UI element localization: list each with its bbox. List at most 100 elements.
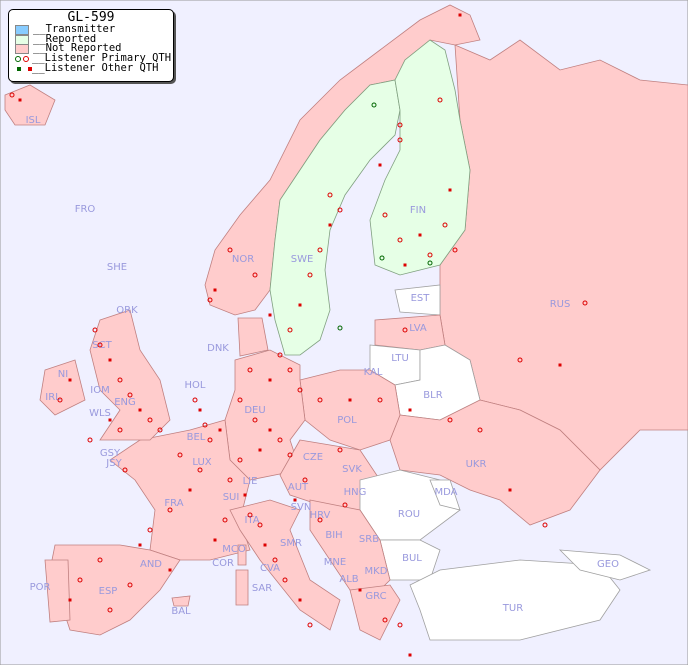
country-label-swe: SWE bbox=[291, 254, 314, 265]
listener-primary-qth-marker bbox=[397, 122, 403, 128]
listener-primary-qth-marker bbox=[377, 397, 383, 403]
listener-other-qth-marker bbox=[448, 188, 452, 192]
listener-primary-qth-marker bbox=[92, 327, 98, 333]
country-label-esp: ESP bbox=[99, 586, 118, 597]
listener-other-qth-marker bbox=[348, 398, 352, 402]
listener-primary-qth-marker bbox=[127, 392, 133, 398]
country-label-blr: BLR bbox=[423, 390, 442, 401]
country-label-lie: LIE bbox=[243, 476, 258, 487]
country-label-irl: IRL bbox=[45, 392, 61, 403]
listener-primary-qth-marker bbox=[317, 517, 323, 523]
listener-primary-qth-marker bbox=[87, 437, 93, 443]
country-ita bbox=[229, 499, 341, 631]
country-gbr bbox=[89, 309, 171, 441]
listener-primary-qth-marker bbox=[222, 517, 228, 523]
country-label-mco: MCO bbox=[222, 544, 246, 555]
country-label-dnk: DNK bbox=[207, 343, 229, 354]
legend-title: GL-599 bbox=[67, 10, 115, 25]
listener-primary-qth-marker bbox=[147, 527, 153, 533]
listener-primary-qth-marker bbox=[337, 447, 343, 453]
country-label-isl: ISL bbox=[26, 115, 41, 126]
country-label-bih: BIH bbox=[325, 530, 342, 541]
listener-primary-qth-marker bbox=[237, 397, 243, 403]
listener-primary-qth-marker bbox=[272, 557, 278, 563]
listener-primary-qth-marker bbox=[337, 207, 343, 213]
country-label-grc: GRC bbox=[365, 591, 386, 602]
listener-primary-qth-marker bbox=[307, 622, 313, 628]
legend-reported: __Reported bbox=[9, 33, 173, 45]
country-label-srb: SRB bbox=[359, 534, 379, 545]
legend-label: __Not Reported bbox=[33, 42, 122, 55]
listener-other-qth-marker bbox=[213, 538, 217, 542]
listener-primary-qth-marker bbox=[427, 252, 433, 258]
listener-primary-qth-marker bbox=[447, 417, 453, 423]
listener-other-qth-marker bbox=[268, 428, 272, 432]
country-label-eng: ENG bbox=[114, 397, 136, 408]
country-label-bal: BAL bbox=[171, 606, 191, 617]
listener-other-qth-marker bbox=[243, 493, 247, 497]
listener-primary-qth-marker bbox=[117, 427, 123, 433]
country-ukr bbox=[389, 399, 601, 526]
country-label-hrv: HRV bbox=[310, 510, 331, 521]
country-label-mda: MDA bbox=[435, 487, 458, 498]
listener-primary-qth-marker bbox=[342, 502, 348, 508]
country-label-cze: CZE bbox=[303, 452, 323, 463]
country-label-rou: ROU bbox=[398, 509, 420, 520]
country-label-deu: DEU bbox=[244, 405, 265, 416]
listener-primary-qth-marker bbox=[227, 247, 233, 253]
country-isl bbox=[4, 84, 56, 126]
listener-other-qth-marker bbox=[358, 588, 362, 592]
legend-transmitter: __Transmitter bbox=[9, 24, 173, 35]
country-label-svn: SVN bbox=[291, 502, 312, 513]
country-label-hol: HOL bbox=[185, 380, 206, 391]
country-label-est: EST bbox=[411, 293, 431, 304]
legend-label: __Listener Primary QTH bbox=[32, 52, 172, 65]
listener-primary-qth-marker bbox=[307, 272, 313, 278]
listener-primary-qth-marker bbox=[207, 297, 213, 303]
listener-primary-qth-marker-reported bbox=[371, 102, 377, 108]
not-reported-swatch bbox=[15, 44, 29, 55]
country-label-iom: IOM bbox=[90, 385, 109, 396]
listener-primary-qth-marker bbox=[287, 367, 293, 373]
listener-other-qth-marker bbox=[293, 498, 297, 502]
country-por bbox=[44, 559, 71, 623]
country-irl bbox=[39, 359, 86, 416]
listener-other-qth-marker bbox=[328, 223, 332, 227]
country-label-nor: NOR bbox=[232, 254, 254, 265]
country-label-mne: MNE bbox=[324, 557, 346, 568]
country-label-gsy: GSY bbox=[100, 448, 121, 459]
listener-other-qth-marker bbox=[408, 408, 412, 412]
listener-primary-qth-marker bbox=[437, 97, 443, 103]
listener-primary-qth-marker bbox=[302, 477, 308, 483]
legend-not-reported: __Not Reported bbox=[9, 42, 173, 55]
listener-primary-qth-marker bbox=[122, 467, 128, 473]
listener-other-qth-marker bbox=[258, 448, 262, 452]
listener-primary-qth-marker bbox=[167, 507, 173, 513]
listener-primary-qth-marker bbox=[227, 477, 233, 483]
listener-primary-qth-marker-reported bbox=[427, 260, 433, 266]
listener-primary-qth-marker bbox=[287, 452, 293, 458]
listener-primary-qth-marker bbox=[97, 557, 103, 563]
legend: GL-599 __Transmitter __Reported __Not Re… bbox=[8, 9, 174, 82]
listener-primary-qth-marker bbox=[382, 617, 388, 623]
legend-other-qth: __Listener Other QTH bbox=[9, 61, 173, 74]
country-mda bbox=[429, 479, 461, 511]
country-swe bbox=[269, 79, 401, 356]
listener-primary-qth-marker bbox=[542, 522, 548, 528]
listener-primary-qth-marker bbox=[282, 577, 288, 583]
listener-primary-qth-marker bbox=[257, 522, 263, 528]
listener-primary-qth-marker bbox=[237, 457, 243, 463]
country-cor bbox=[237, 544, 247, 566]
legend-label: __Listener Other QTH bbox=[32, 61, 159, 74]
country-label-wls: WLS bbox=[89, 408, 111, 419]
country-label-hng: HNG bbox=[344, 487, 367, 498]
country-label-fin: FIN bbox=[410, 205, 426, 216]
country-label-aut: AUT bbox=[288, 482, 309, 493]
listener-other-qth-marker bbox=[268, 313, 272, 317]
listener-other-qth-marker bbox=[168, 568, 172, 572]
country-label-bul: BUL bbox=[402, 553, 422, 564]
country-label-smr: SMR bbox=[280, 538, 302, 549]
listener-primary-qth-marker bbox=[582, 300, 588, 306]
country-label-tur: TUR bbox=[502, 603, 523, 614]
listener-other-qth-marker bbox=[298, 598, 302, 602]
